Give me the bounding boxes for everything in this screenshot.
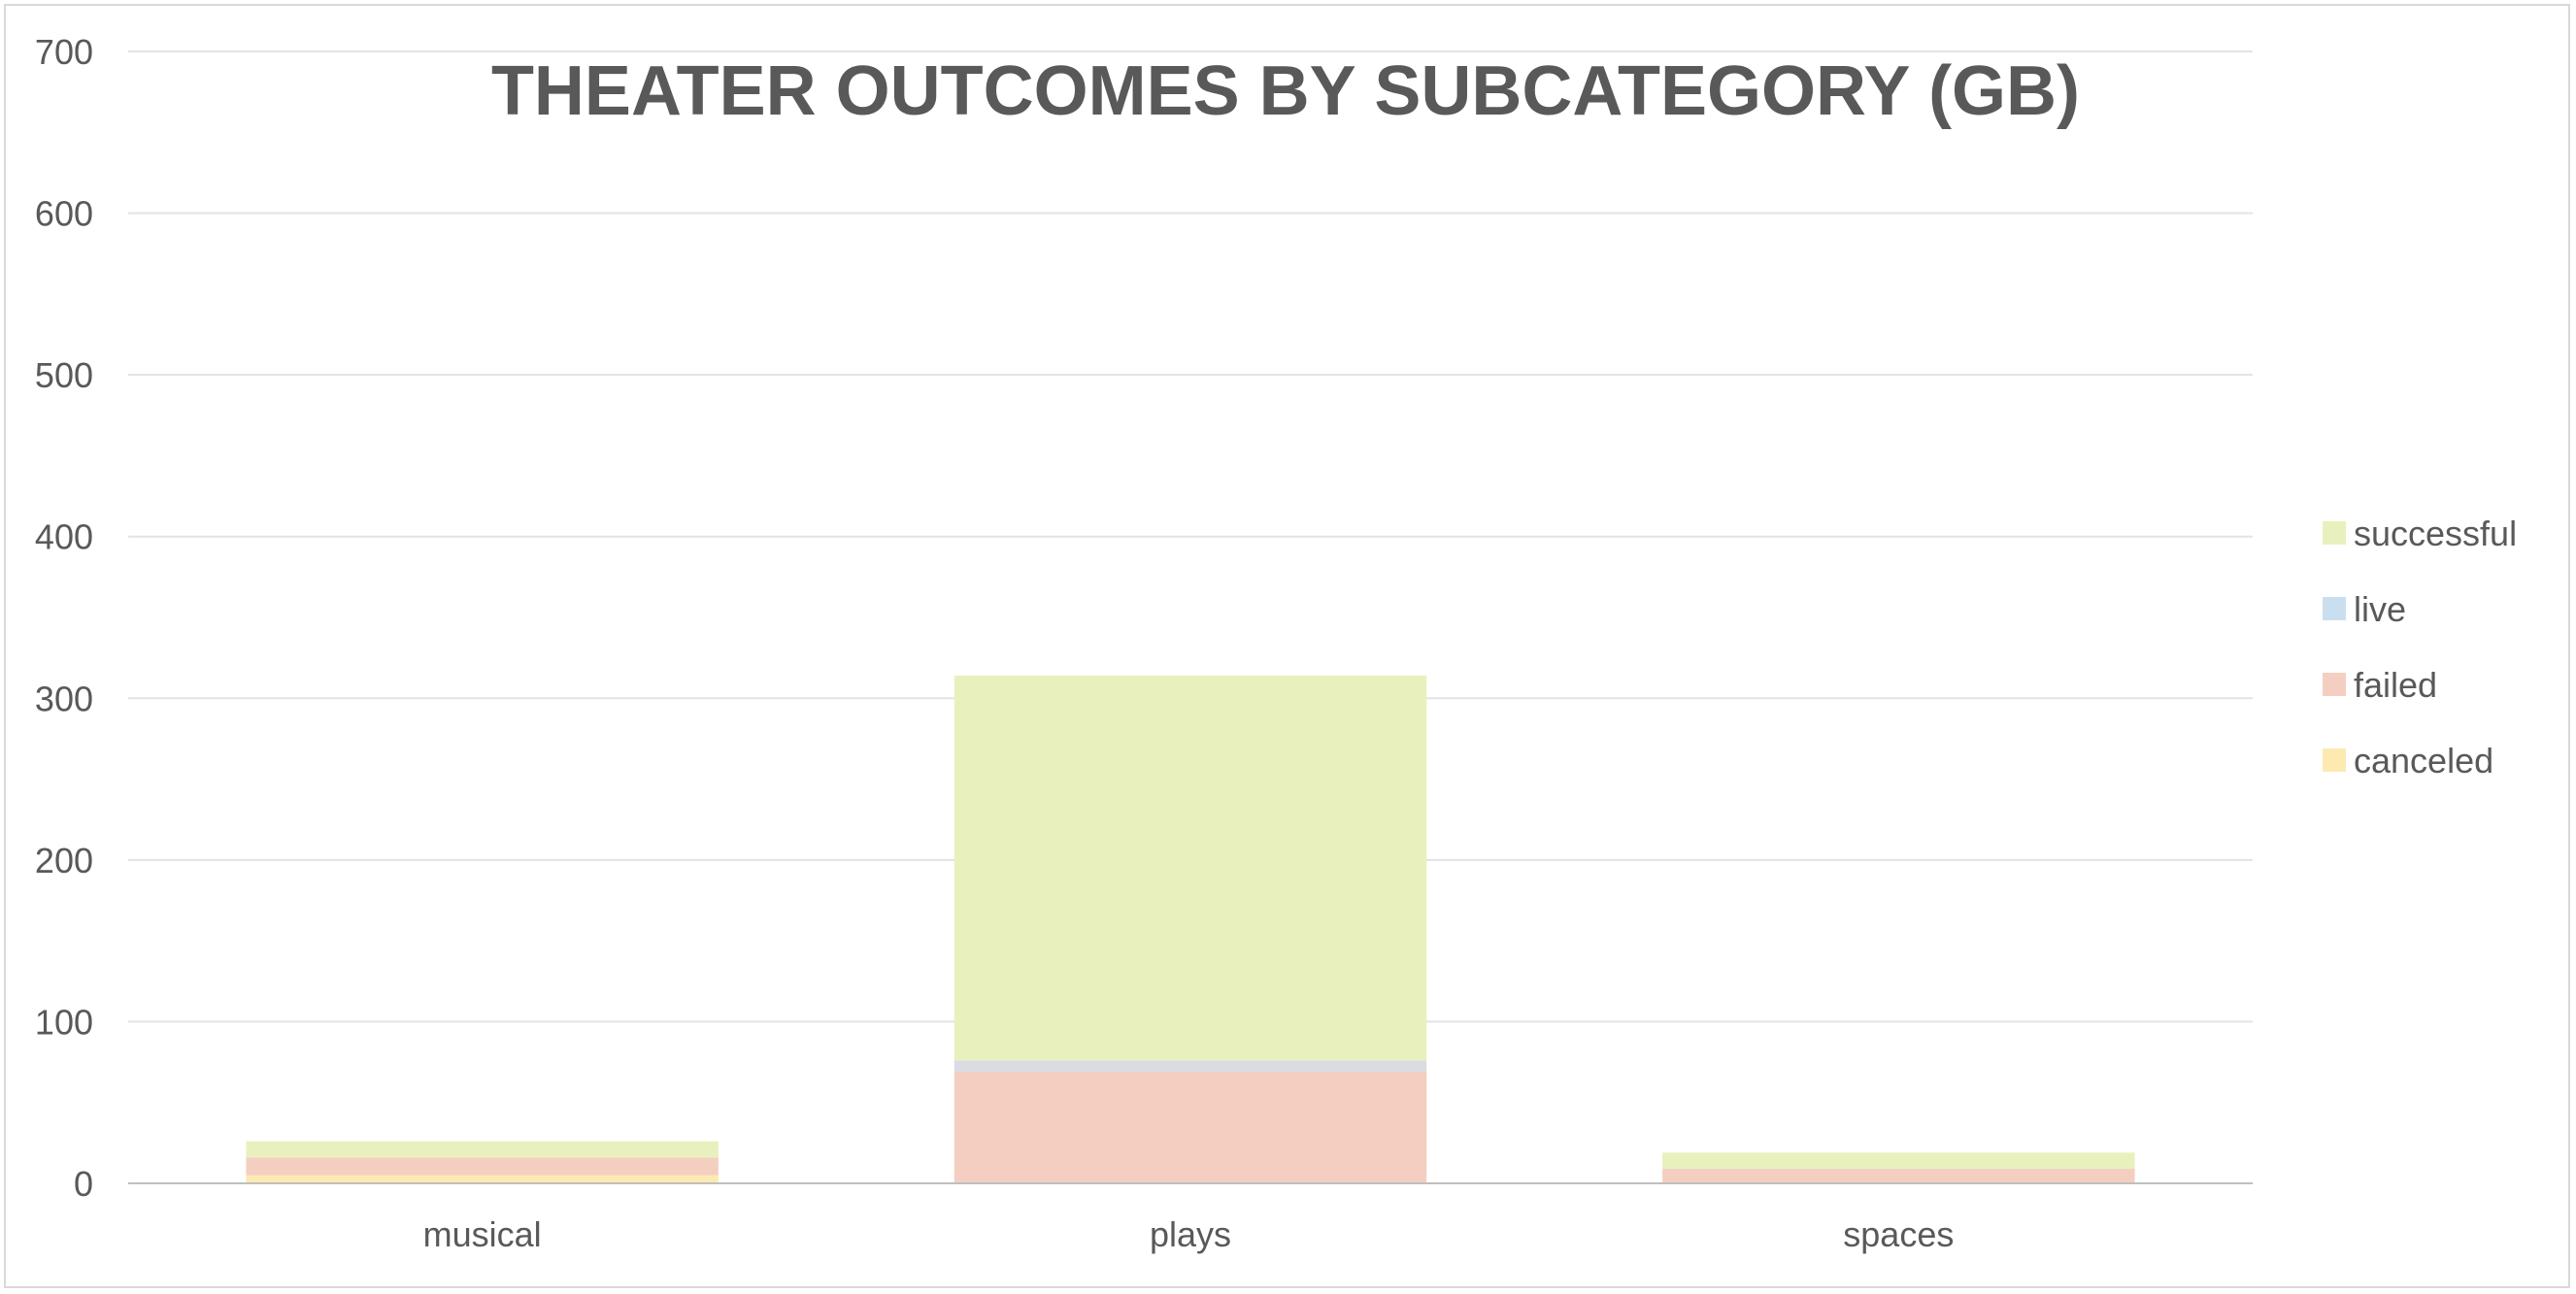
bar-musical-successful xyxy=(246,1141,719,1158)
bar-musical-failed xyxy=(246,1157,719,1176)
y-tick-label: 200 xyxy=(35,841,93,880)
bars xyxy=(246,675,2135,1183)
y-axis-ticks: 0 100 200 300 400 500 600 700 xyxy=(35,32,93,1204)
y-tick-label: 500 xyxy=(35,355,93,395)
x-tick-label: spaces xyxy=(1843,1214,1954,1254)
legend-label-successful: successful xyxy=(2354,514,2517,553)
y-tick-label: 100 xyxy=(35,1002,93,1042)
chart-title: THEATER OUTCOMES BY SUBCATEGORY (GB) xyxy=(491,52,2080,130)
legend: successful live failed canceled xyxy=(2323,514,2517,780)
x-tick-label: plays xyxy=(1150,1214,1231,1254)
legend-label-live: live xyxy=(2354,589,2406,629)
x-axis-ticks: musical plays spaces xyxy=(423,1214,1955,1254)
bar-musical-canceled xyxy=(246,1175,719,1183)
bar-plays-successful xyxy=(953,675,1427,1061)
bar-spaces-failed xyxy=(1662,1169,2135,1183)
y-tick-label: 400 xyxy=(35,517,93,557)
legend-swatch-live xyxy=(2323,597,2346,620)
legend-swatch-successful xyxy=(2323,521,2346,545)
bar-plays-failed xyxy=(953,1072,1427,1183)
x-tick-label: musical xyxy=(423,1214,542,1254)
legend-swatch-failed xyxy=(2323,673,2346,696)
bar-spaces-successful xyxy=(1662,1152,2135,1170)
legend-label-failed: failed xyxy=(2354,665,2437,705)
legend-swatch-canceled xyxy=(2323,748,2346,772)
y-tick-label: 0 xyxy=(74,1164,93,1204)
y-tick-label: 300 xyxy=(35,679,93,718)
bar-plays-live xyxy=(953,1060,1427,1073)
y-tick-label: 600 xyxy=(35,194,93,234)
legend-label-canceled: canceled xyxy=(2354,741,2493,780)
y-tick-label: 700 xyxy=(35,32,93,72)
gridlines xyxy=(128,50,2253,1023)
